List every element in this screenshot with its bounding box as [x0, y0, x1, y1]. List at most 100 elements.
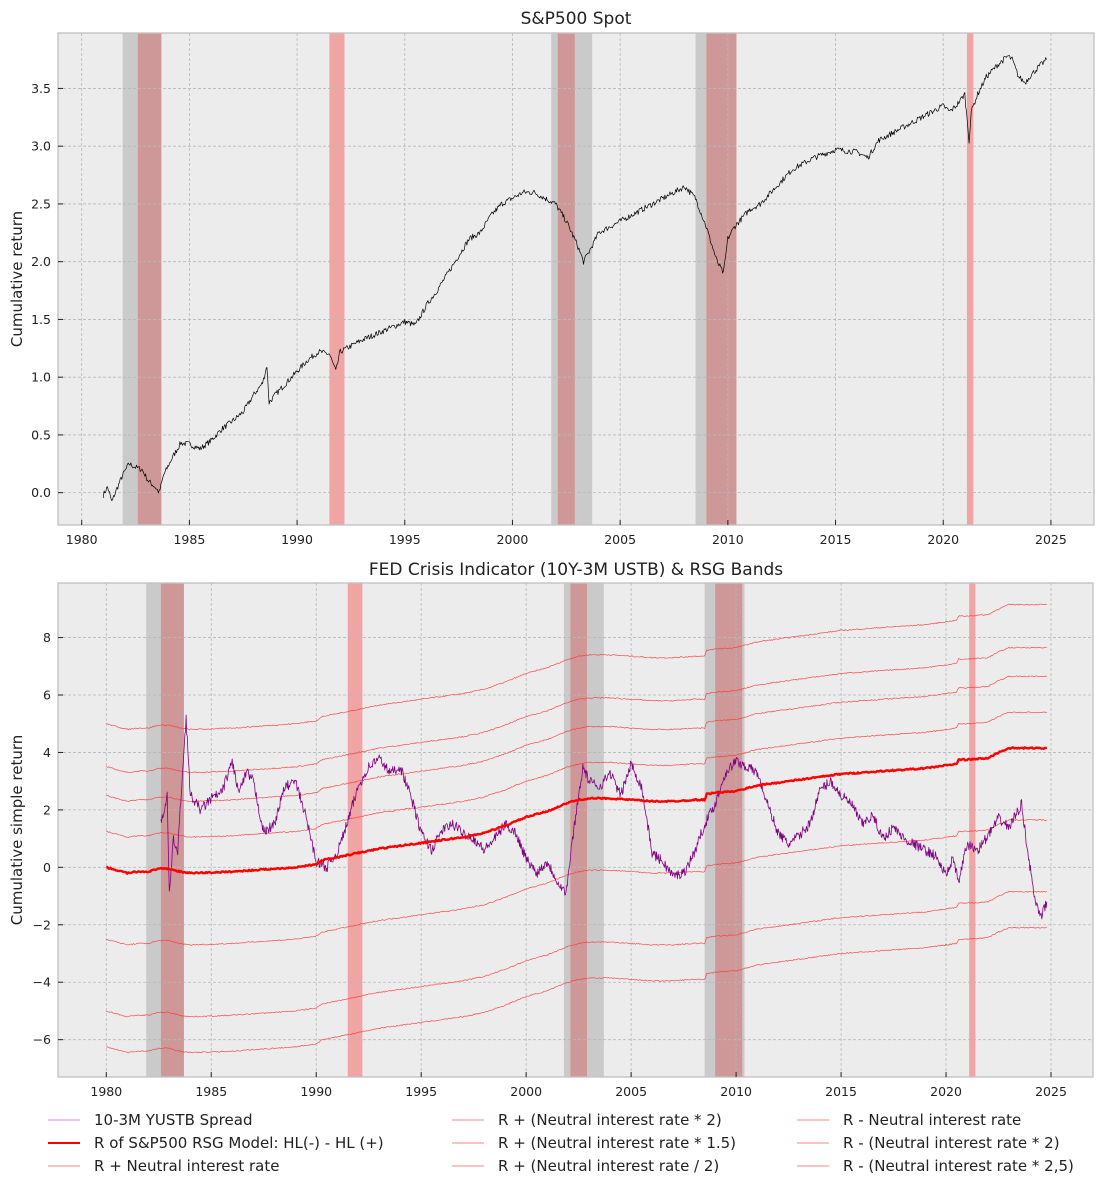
- legend-swatch-band: [452, 1141, 484, 1144]
- legend-swatch-band: [797, 1164, 829, 1167]
- crisis-band: [715, 583, 743, 1077]
- y-tick-label: 6: [43, 688, 51, 703]
- y-tick-label: 2.5: [31, 196, 51, 211]
- legend-label: R + Neutral interest rate: [94, 1156, 280, 1175]
- legend-swatch-base: [48, 1141, 80, 1144]
- legend-column-3: R - Neutral interest rate R - (Neutral i…: [797, 1108, 1074, 1177]
- crisis-band: [329, 33, 345, 525]
- legend-swatch-band: [797, 1118, 829, 1121]
- rsg-band-line: [106, 711, 1047, 838]
- y-tick-label: 0.5: [31, 427, 51, 442]
- x-tick-label: 2020: [927, 532, 959, 547]
- y-tick-label: −2: [33, 917, 51, 932]
- legend-label: R - (Neutral interest rate * 2,5): [843, 1156, 1074, 1175]
- crisis-band: [706, 33, 737, 525]
- sp500-line: [102, 55, 1047, 502]
- chart2-legend: 10-3M YUSTB Spread R of S&P500 RSG Model…: [0, 1108, 1117, 1188]
- x-tick-label: 1985: [195, 1084, 227, 1099]
- rsg-band-line: [106, 890, 1047, 1018]
- x-tick-label: 2015: [820, 532, 852, 547]
- sp500-spot-chart: S&P500 Spot 1980 1985 1990 1995 2000 2005 2010…: [8, 9, 1095, 547]
- crisis-band: [137, 33, 162, 525]
- recession-band: [146, 583, 161, 1077]
- recession-band: [122, 33, 138, 525]
- legend-item: R + (Neutral interest rate * 2): [452, 1108, 736, 1131]
- legend-label: R + (Neutral interest rate * 1.5): [498, 1133, 737, 1152]
- legend-item: R + (Neutral interest rate / 2): [452, 1154, 736, 1177]
- x-tick-label: 2005: [604, 532, 636, 547]
- y-tick-label: 8: [43, 630, 51, 645]
- legend-label: R - Neutral interest rate: [843, 1110, 1022, 1129]
- crisis-band: [347, 583, 363, 1077]
- legend-label: R - (Neutral interest rate * 2): [843, 1133, 1060, 1152]
- crisis-band: [557, 33, 575, 525]
- x-tick-label: 1995: [389, 532, 421, 547]
- legend-item: R + Neutral interest rate: [48, 1154, 384, 1177]
- legend-column-2: R + (Neutral interest rate * 2) R + (Neu…: [452, 1108, 736, 1177]
- x-tick-label: 2020: [930, 1084, 962, 1099]
- recession-band: [704, 583, 716, 1077]
- legend-item: 10-3M YUSTB Spread: [48, 1108, 384, 1131]
- x-tick-label: 2005: [615, 1084, 647, 1099]
- y-tick-label: 3.0: [31, 139, 51, 154]
- legend-item: R - (Neutral interest rate * 2,5): [797, 1154, 1074, 1177]
- legend-item: R + (Neutral interest rate * 1.5): [452, 1131, 736, 1154]
- legend-swatch-band: [452, 1118, 484, 1121]
- crisis-band: [966, 33, 974, 525]
- chart2-title: FED Crisis Indicator (10Y-3M USTB) & RSG…: [369, 560, 783, 580]
- legend-label: R + (Neutral interest rate / 2): [498, 1156, 720, 1175]
- x-tick-label: 2010: [720, 1084, 752, 1099]
- x-tick-label: 1980: [90, 1084, 122, 1099]
- x-tick-label: 2000: [497, 532, 529, 547]
- y-tick-label: 1.0: [31, 370, 51, 385]
- legend-swatch-band: [48, 1164, 80, 1167]
- rsg-band-line: [106, 675, 1047, 803]
- recession-band: [574, 33, 593, 525]
- rsg-band-line: [106, 819, 1047, 946]
- fed-crisis-chart: FED Crisis Indicator (10Y-3M USTB) & RSG…: [8, 560, 1094, 1099]
- recession-band: [695, 33, 707, 525]
- rsg-band-line: [106, 603, 1048, 731]
- y-tick-label: −6: [33, 1032, 51, 1047]
- legend-label: R of S&P500 RSG Model: HL(-) - HL (+): [94, 1133, 384, 1152]
- legend-swatch-band: [797, 1141, 829, 1144]
- y-tick-label: 2: [43, 802, 51, 817]
- rsg-band-line: [106, 926, 1047, 1054]
- y-tick-label: 3.5: [31, 81, 51, 96]
- legend-label: R + (Neutral interest rate * 2): [498, 1110, 722, 1129]
- x-tick-label: 1995: [405, 1084, 437, 1099]
- y-tick-label: 0: [43, 860, 51, 875]
- crisis-band: [570, 583, 588, 1077]
- rsg-band-line: [106, 646, 1047, 774]
- chart2-ylabel: Cumulative simple return: [8, 735, 26, 926]
- legend-swatch-spread: [48, 1118, 80, 1121]
- x-tick-label: 2025: [1035, 1084, 1067, 1099]
- y-tick-label: 2.0: [31, 254, 51, 269]
- crisis-band: [160, 583, 184, 1077]
- x-tick-label: 1980: [66, 532, 98, 547]
- legend-item: R - Neutral interest rate: [797, 1108, 1074, 1131]
- legend-label: 10-3M YUSTB Spread: [94, 1110, 253, 1129]
- recession-band: [742, 583, 745, 1077]
- y-tick-label: 4: [43, 745, 51, 760]
- y-tick-label: 0.0: [31, 485, 51, 500]
- legend-swatch-band: [452, 1164, 484, 1167]
- rsg-base-line: [106, 746, 1048, 875]
- chart1-ylabel: Cumulative return: [8, 211, 26, 347]
- y-tick-label: 1.5: [31, 312, 51, 327]
- x-tick-label: 2010: [712, 532, 744, 547]
- recession-band: [563, 583, 571, 1077]
- spread-line: [160, 714, 1048, 920]
- x-tick-label: 1990: [281, 532, 313, 547]
- legend-item: R of S&P500 RSG Model: HL(-) - HL (+): [48, 1131, 384, 1154]
- crisis-band: [969, 583, 976, 1077]
- legend-column-1: 10-3M YUSTB Spread R of S&P500 RSG Model…: [48, 1108, 384, 1177]
- recession-band: [551, 33, 558, 525]
- x-tick-label: 1985: [173, 532, 205, 547]
- recession-band: [587, 583, 604, 1077]
- legend-item: R - (Neutral interest rate * 2): [797, 1131, 1074, 1154]
- chart1-title: S&P500 Spot: [521, 9, 632, 29]
- y-tick-label: −4: [33, 975, 51, 990]
- x-tick-label: 1990: [300, 1084, 332, 1099]
